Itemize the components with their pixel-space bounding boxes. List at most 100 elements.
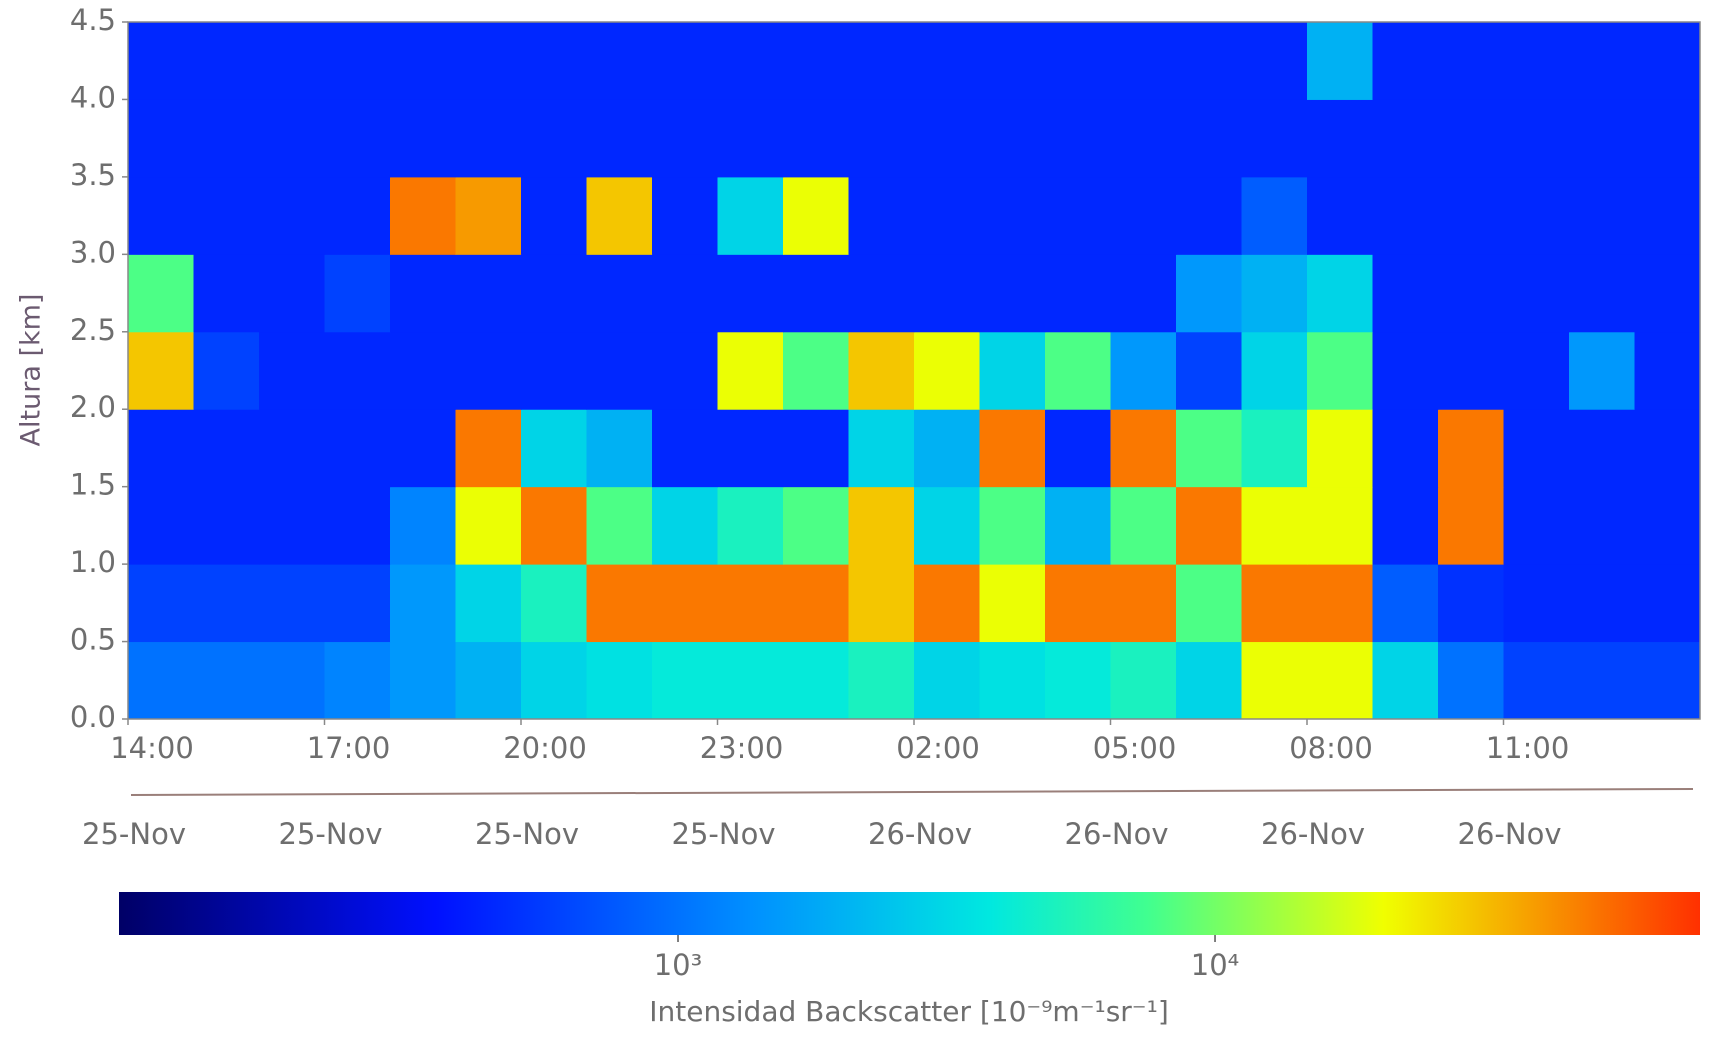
y-tick-label: 1.0: [70, 545, 116, 579]
colorbar-tick-label: 10³: [654, 948, 703, 982]
heatmap-cell: [324, 486, 391, 565]
y-tick-label: 0.0: [70, 700, 116, 734]
heatmap-cell: [848, 409, 915, 488]
heatmap-cell: [521, 564, 587, 643]
heatmap: [128, 22, 1701, 720]
heatmap-cell: [390, 22, 456, 100]
heatmap-cell: [1503, 409, 1570, 488]
heatmap-cell: [1634, 99, 1701, 178]
heatmap-cell: [259, 486, 325, 565]
heatmap-cell: [193, 409, 260, 488]
heatmap-cell: [1503, 486, 1570, 565]
heatmap-cell: [390, 176, 456, 255]
heatmap-cell: [586, 331, 653, 410]
heatmap-cell: [652, 176, 718, 255]
heatmap-cell: [455, 22, 522, 100]
heatmap-cell: [586, 409, 653, 488]
heatmap-cell: [914, 99, 980, 178]
heatmap-cell: [455, 331, 522, 410]
heatmap-cell: [390, 564, 456, 643]
heatmap-cell: [586, 22, 653, 100]
heatmap-cell: [1045, 331, 1111, 410]
y-tick-label: 3.5: [70, 158, 116, 192]
heatmap-cell: [1569, 176, 1635, 255]
x-tick-label: 23:00: [700, 731, 784, 765]
heatmap-cell: [1372, 254, 1439, 333]
heatmap-cell: [324, 22, 391, 100]
heatmap-cell: [1176, 254, 1242, 333]
heatmap-cell: [1634, 22, 1701, 100]
heatmap-cell: [390, 99, 456, 178]
heatmap-cell: [1307, 641, 1373, 720]
heatmap-cell: [1176, 409, 1242, 488]
heatmap-cell: [455, 176, 522, 255]
heatmap-cell: [324, 641, 391, 720]
heatmap-cell: [1569, 22, 1635, 100]
heatmap-cell: [128, 22, 194, 100]
heatmap-cell: [914, 331, 980, 410]
heatmap-cell: [717, 254, 784, 333]
heatmap-cell: [1438, 486, 1504, 565]
heatmap-cell: [259, 22, 325, 100]
heatmap-cell: [717, 486, 784, 565]
heatmap-cell: [652, 564, 718, 643]
heatmap-cell: [717, 176, 784, 255]
heatmap-cell: [521, 409, 587, 488]
heatmap-cell: [1110, 331, 1177, 410]
heatmap-cell: [1045, 641, 1111, 720]
heatmap-cell: [586, 564, 653, 643]
heatmap-cell: [1372, 331, 1439, 410]
heatmap-cell: [586, 486, 653, 565]
heatmap-cell: [652, 22, 718, 100]
heatmap-cell: [259, 641, 325, 720]
heatmap-cell: [783, 176, 849, 255]
heatmap-cell: [914, 486, 980, 565]
heatmap-cell: [1176, 176, 1242, 255]
heatmap-cell: [586, 99, 653, 178]
heatmap-cell: [1569, 409, 1635, 488]
heatmap-cell: [1438, 331, 1504, 410]
x-tick-label: 11:00: [1486, 731, 1570, 765]
heatmap-cell: [521, 22, 587, 100]
heatmap-cell: [324, 99, 391, 178]
heatmap-cell: [1569, 331, 1635, 410]
heatmap-cell: [193, 99, 260, 178]
heatmap-cell: [783, 99, 849, 178]
heatmap-cell: [979, 564, 1046, 643]
heatmap-cell: [1372, 22, 1439, 100]
heatmap-cell: [259, 331, 325, 410]
heatmap-cell: [1045, 254, 1111, 333]
heatmap-cell: [1241, 409, 1308, 488]
heatmap-cell: [390, 254, 456, 333]
heatmap-cell: [1176, 331, 1242, 410]
heatmap-cell: [586, 641, 653, 720]
heatmap-cell: [1503, 22, 1570, 100]
heatmap-cell: [979, 22, 1046, 100]
heatmap-cell: [521, 641, 587, 720]
heatmap-cell: [783, 254, 849, 333]
x-tick-label: 05:00: [1093, 731, 1177, 765]
heatmap-cell: [455, 486, 522, 565]
heatmap-cell: [128, 331, 194, 410]
heatmap-cell: [914, 564, 980, 643]
heatmap-cell: [1372, 486, 1439, 565]
heatmap-cell: [1110, 409, 1177, 488]
heatmap-cell: [193, 486, 260, 565]
heatmap-cell: [1176, 99, 1242, 178]
heatmap-cell: [1569, 254, 1635, 333]
heatmap-cell: [848, 99, 915, 178]
heatmap-cell: [455, 254, 522, 333]
heatmap-cell: [1110, 99, 1177, 178]
heatmap-cell: [1241, 99, 1308, 178]
heatmap-cell: [1503, 99, 1570, 178]
heatmap-cell: [652, 99, 718, 178]
heatmap-cell: [128, 254, 194, 333]
heatmap-cell: [783, 564, 849, 643]
heatmap-cell: [259, 99, 325, 178]
heatmap-cell: [914, 176, 980, 255]
heatmap-cell: [652, 486, 718, 565]
y-tick-label: 2.5: [70, 313, 116, 347]
x-tick-label: 17:00: [307, 731, 391, 765]
heatmap-cell: [717, 564, 784, 643]
date-label: 26-Nov: [1261, 817, 1365, 851]
